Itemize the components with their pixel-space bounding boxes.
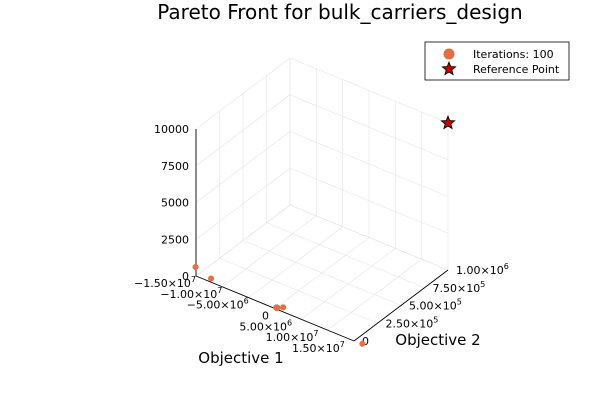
- legend-label-iterations: Iterations: 100: [473, 48, 554, 61]
- legend-label-reference-point: Reference Point: [473, 63, 560, 76]
- pareto-point: [192, 263, 199, 271]
- y-tick-label: 7.50×105: [433, 280, 486, 295]
- gridline-floor-y: [242, 240, 402, 306]
- tick-label-layer: −1.50×107−1.00×107−5.00×10605.00×1061.00…: [134, 123, 509, 355]
- x-tick-label: 0: [262, 310, 269, 323]
- gridline-left-z: [195, 168, 291, 240]
- chart-title: Pareto Front for bulk_carriers_design: [157, 0, 522, 24]
- gridline-back-z: [289, 94, 449, 161]
- y-tick-label: 0: [362, 335, 369, 348]
- gridline-floor-y: [266, 222, 425, 289]
- gridline-left-z: [195, 131, 291, 203]
- z-tick-label: 5000: [161, 197, 189, 210]
- x-tick-label: 5.00×106: [239, 318, 292, 333]
- pareto-point: [273, 304, 280, 311]
- y-tick-label: 2.50×105: [386, 315, 439, 330]
- x-tick-label: −1.00×107: [160, 286, 222, 301]
- x-tick-label: 1.50×107: [292, 340, 345, 355]
- y-axis-line: [353, 269, 449, 342]
- y-tick-label: 5.00×105: [409, 298, 462, 313]
- x-tick-label: −1.50×107: [134, 275, 196, 290]
- legend: Iterations: 100 Reference Point: [424, 41, 570, 81]
- gridline-back-z: [289, 57, 449, 124]
- y-tick-label: 1.00×106: [456, 262, 509, 277]
- pareto-point: [207, 275, 215, 282]
- pareto-point: [280, 304, 287, 311]
- gridline-left-z: [195, 94, 291, 166]
- gridline-floor-y: [289, 204, 449, 271]
- legend-marker-iterations: [443, 48, 455, 60]
- z-tick-label: 2500: [161, 233, 189, 246]
- gridline-back-z: [289, 167, 449, 234]
- gridline-left-z: [195, 57, 291, 130]
- x-tick-label: 1.00×107: [266, 329, 319, 344]
- x-tick-label: −5.00×106: [187, 297, 249, 312]
- data-point-layer: [192, 114, 456, 347]
- reference-point-star: [440, 114, 456, 130]
- y-axis-title: Objective 2: [395, 331, 480, 349]
- x-axis-title: Objective 1: [198, 349, 283, 367]
- z-tick-label: 10000: [154, 123, 189, 136]
- legend-marker-reference-point: [441, 60, 457, 76]
- z-tick-label: 0: [182, 270, 189, 283]
- pareto-point: [359, 340, 366, 347]
- z-tick-label: 7500: [161, 160, 189, 173]
- gridline-back-z: [289, 131, 449, 197]
- gridline-floor-y: [219, 257, 378, 324]
